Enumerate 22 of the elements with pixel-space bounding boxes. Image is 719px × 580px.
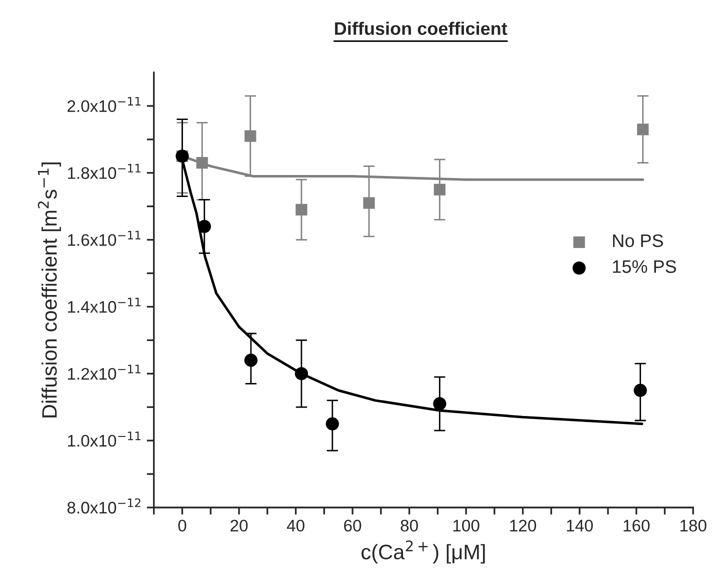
- y-tick-label: 8.0x10$^{−12}$: [67, 498, 140, 514]
- y-tick-label: 2.0x10$^{−11}$: [68, 97, 140, 112]
- y-tick-label: 1.8x10$^{−11}$: [68, 164, 140, 179]
- legend-label: 15% PS: [613, 260, 676, 273]
- x-tick-label: 160: [624, 520, 650, 532]
- x-tick-label: 40: [286, 520, 304, 532]
- x-tick-label: 120: [510, 520, 536, 532]
- x-axis-title: c(Ca$^{2+}$) [μM]: [362, 540, 485, 564]
- x-tick-label: 20: [230, 520, 248, 532]
- x-tick-label: 100: [453, 520, 480, 532]
- y-axis-title: Diffusion coefficient [m$^{2}$s$^{−1}$]: [38, 162, 61, 418]
- x-tick-label: 0: [178, 520, 186, 532]
- y-tick-label: 1.2x10$^{−11}$: [68, 364, 140, 380]
- y-tick-label: 1.6x10$^{−11}$: [68, 230, 140, 246]
- x-tick-label: 140: [566, 520, 593, 532]
- legend-label: No PS: [613, 234, 663, 248]
- y-tick-label: 1.0x10$^{−11}$: [68, 432, 140, 447]
- x-tick-label: 180: [680, 520, 706, 532]
- y-tick-label: 1.4x10$^{−11}$: [68, 298, 140, 313]
- chart-title: Diffusion coefficient: [335, 22, 508, 35]
- x-tick-label: 80: [400, 520, 418, 532]
- x-tick-label: 60: [344, 520, 362, 532]
